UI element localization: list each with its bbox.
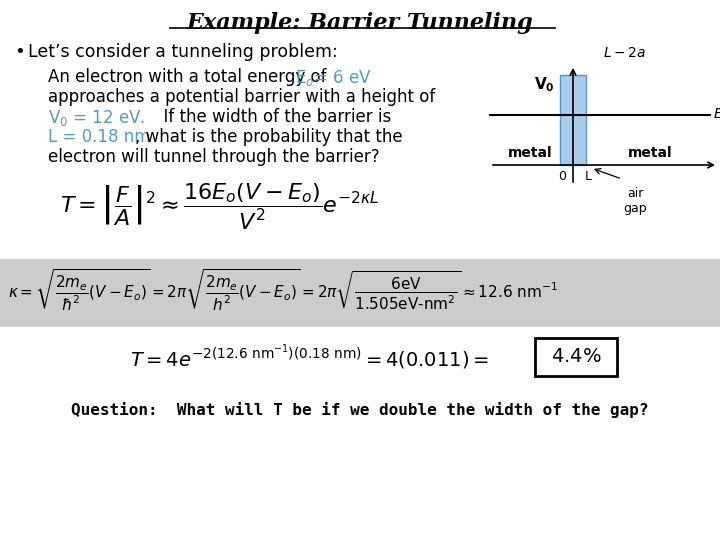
Text: An electron with a total energy of: An electron with a total energy of [48, 68, 332, 86]
Text: $E_o$: $E_o$ [713, 107, 720, 123]
Text: , what is the probability that the: , what is the probability that the [135, 128, 402, 146]
Text: L = 0.18 nm: L = 0.18 nm [48, 128, 150, 146]
Text: V$_0$ = 12 eV.: V$_0$ = 12 eV. [48, 108, 145, 128]
Text: $\kappa = \sqrt{\dfrac{2m_e}{\hbar^2}(V - E_o)} = 2\pi\sqrt{\dfrac{2m_e}{h^2}(V-: $\kappa = \sqrt{\dfrac{2m_e}{\hbar^2}(V … [8, 268, 558, 313]
Text: Let’s consider a tunneling problem:: Let’s consider a tunneling problem: [28, 43, 338, 61]
Text: •: • [14, 43, 24, 61]
Text: If the width of the barrier is: If the width of the barrier is [153, 108, 391, 126]
Text: E$_o$= 6 eV: E$_o$= 6 eV [295, 68, 372, 88]
Text: L: L [585, 170, 592, 183]
Text: $4.4\%$: $4.4\%$ [551, 348, 601, 367]
Text: $T = \left|\dfrac{F}{A}\right|^2 \approx \dfrac{16E_o(V-E_o)}{V^2}e^{-2\kappa L}: $T = \left|\dfrac{F}{A}\right|^2 \approx… [60, 182, 379, 232]
Bar [535, 338, 617, 376]
Bar [0, 259, 720, 327]
Text: 0: 0 [558, 170, 566, 183]
Text: Example: Barrier Tunneling: Example: Barrier Tunneling [186, 12, 534, 34]
Text: air
gap: air gap [624, 187, 647, 215]
Text: metal: metal [508, 146, 552, 160]
Text: electron will tunnel through the barrier?: electron will tunnel through the barrier… [48, 148, 379, 166]
Text: Question:  What will T be if we double the width of the gap?: Question: What will T be if we double th… [71, 402, 649, 418]
Text: $L - 2a$: $L - 2a$ [603, 46, 646, 60]
Text: metal: metal [628, 146, 672, 160]
Text: $\mathbf{V_0}$: $\mathbf{V_0}$ [534, 76, 555, 94]
Text: approaches a potential barrier with a height of: approaches a potential barrier with a he… [48, 88, 436, 106]
Text: $T = 4e^{-2(12.6\ \mathrm{nm}^{-1})(0.18\ \mathrm{nm})} = 4(0.011) = $: $T = 4e^{-2(12.6\ \mathrm{nm}^{-1})(0.18… [130, 344, 489, 372]
Bar [560, 75, 586, 165]
